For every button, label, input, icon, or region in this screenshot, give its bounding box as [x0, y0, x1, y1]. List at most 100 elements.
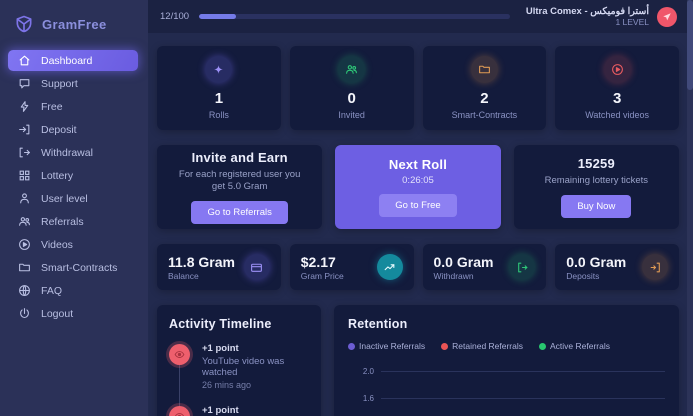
withdrawn-value: 0.0 Gram — [433, 253, 494, 270]
chart-tick-row: 1.6 — [348, 385, 665, 412]
sidebar-item-label: Free — [41, 100, 63, 113]
chart-tick-row: 1.2 — [348, 412, 665, 416]
go-to-free-button[interactable]: Go to Free — [379, 194, 457, 217]
folder-icon — [19, 263, 30, 272]
xp-progress-fill — [199, 14, 237, 19]
sidebar-item-lottery[interactable]: Lottery — [8, 165, 138, 186]
balance-value: 11.8 Gram — [168, 253, 235, 270]
go-to-referrals-button[interactable]: Go to Referrals — [191, 201, 288, 225]
activity-timeline-card: Activity Timeline +1 point YouTube video… — [157, 305, 321, 416]
credit-card-icon — [243, 254, 270, 280]
timeline-text: YouTube video was watched — [202, 356, 285, 378]
users-icon — [19, 217, 30, 226]
sidebar-item-label: Support — [41, 77, 78, 90]
sidebar-item-label: Lottery — [41, 169, 74, 182]
next-roll-card: Next Roll 0:26:05 Go to Free — [335, 145, 501, 229]
eye-icon — [169, 406, 190, 416]
timeline-item: +1 point YouTube video was watched 26 mi… — [169, 343, 309, 390]
scrollbar[interactable] — [687, 0, 693, 416]
sidebar-item-user-level[interactable]: User level — [8, 188, 138, 209]
sidebar-item-label: Referrals — [41, 215, 84, 228]
timeline: +1 point YouTube video was watched 26 mi… — [169, 343, 309, 416]
play-circle-icon — [19, 239, 30, 250]
stat-cards-row: 1 Rolls 0 Invited 2 Smart-Contracts — [157, 46, 679, 130]
sidebar-item-logout[interactable]: Logout — [8, 303, 138, 324]
legend-label: Inactive Referrals — [359, 341, 426, 351]
sidebar-item-label: Dashboard — [41, 54, 93, 67]
timeline-points: +1 point — [202, 405, 239, 416]
sidebar-item-videos[interactable]: Videos — [8, 234, 138, 255]
timeline-item: +1 point YouTube video was watched 28 mi… — [169, 405, 309, 416]
deposit-arrow-icon — [642, 254, 668, 280]
withdraw-arrow-icon — [509, 254, 536, 280]
lottery-tickets-value: 15259 — [577, 155, 615, 171]
stat-label: Invited — [338, 110, 365, 120]
invite-and-earn-card: Invite and Earn For each registered user… — [157, 145, 323, 229]
scrollbar-thumb[interactable] — [687, 0, 693, 90]
user-name: Ultra Comex - أسترا فوميكس — [525, 6, 649, 17]
sign-out-icon — [19, 147, 30, 158]
stat-card-watched-videos: 3 Watched videos — [555, 46, 679, 130]
avatar[interactable] — [657, 6, 677, 27]
invite-description: For each registered user you get 5.0 Gra… — [178, 168, 301, 192]
dashboard-content: 1 Rolls 0 Invited 2 Smart-Contracts — [148, 33, 693, 416]
y-tick-label: 1.6 — [362, 394, 374, 403]
sidebar-item-withdrawal[interactable]: Withdrawal — [8, 142, 138, 163]
sidebar: GramFree Dashboard Support Free Deposit … — [0, 0, 148, 416]
bolt-icon — [20, 101, 29, 112]
sidebar-item-smart-contracts[interactable]: Smart-Contracts — [8, 257, 138, 278]
stat-card-rolls: 1 Rolls — [157, 46, 281, 130]
stat-value: 0 — [347, 90, 356, 107]
sidebar-item-referrals[interactable]: Referrals — [8, 211, 138, 232]
legend-item-inactive[interactable]: Inactive Referrals — [348, 341, 425, 351]
sparkle-icon — [205, 56, 233, 83]
sidebar-item-dashboard[interactable]: Dashboard — [8, 50, 138, 71]
chart-tick-row: 2.0 — [348, 358, 665, 385]
retention-chart-card: Retention Inactive Referrals Retained Re… — [334, 305, 679, 416]
play-circle-icon — [603, 56, 631, 83]
invite-title: Invite and Earn — [191, 149, 288, 165]
xp-progress-label: 12/100 — [160, 11, 190, 22]
timeline-time: 26 mins ago — [202, 380, 252, 390]
sidebar-item-free[interactable]: Free — [8, 96, 138, 117]
legend-dot-purple — [348, 342, 355, 350]
power-icon — [20, 308, 29, 318]
legend-item-retained[interactable]: Retained Referrals — [441, 341, 523, 351]
deposits-value: 0.0 Gram — [566, 253, 627, 270]
retention-chart: 2.0 1.6 1.2 — [348, 358, 665, 416]
stat-label: Smart-Contracts — [451, 110, 518, 120]
send-plane-icon — [663, 12, 671, 20]
sidebar-item-support[interactable]: Support — [8, 73, 138, 94]
stat-value: 3 — [612, 90, 622, 107]
legend-item-active[interactable]: Active Referrals — [539, 341, 610, 351]
sidebar-item-faq[interactable]: FAQ — [8, 280, 138, 301]
stat-label: Rolls — [208, 110, 229, 120]
home-icon — [19, 55, 30, 66]
logo-text: GramFree — [42, 16, 107, 32]
globe-icon — [19, 285, 30, 297]
sidebar-item-label: Withdrawal — [41, 146, 93, 159]
sidebar-item-label: Smart-Contracts — [41, 261, 118, 274]
balance-label: Balance — [168, 270, 199, 281]
xp-progress-bar — [199, 14, 510, 19]
logo: GramFree — [0, 8, 148, 48]
legend-label: Retained Referrals — [452, 341, 524, 351]
main-area: 12/100 Ultra Comex - أسترا فوميكس 1 LEVE… — [148, 0, 693, 416]
sign-in-icon — [19, 124, 30, 135]
balance-cards-row: 11.8 Gram Balance $2.17 Gram Price — [157, 244, 679, 290]
next-roll-countdown: 0:26:05 — [402, 175, 434, 186]
sidebar-item-deposit[interactable]: Deposit — [8, 119, 138, 140]
sidebar-item-label: Logout — [41, 307, 74, 320]
user-block[interactable]: Ultra Comex - أسترا فوميكس 1 LEVEL — [526, 6, 677, 27]
folder-icon — [470, 56, 498, 83]
lottery-tickets-label: Remaining lottery tickets — [544, 174, 649, 186]
topbar: 12/100 Ultra Comex - أسترا فوميكس 1 LEVE… — [148, 0, 693, 33]
balance-card: 11.8 Gram Balance — [157, 244, 281, 290]
legend-dot-green — [539, 342, 547, 350]
deposits-card: 0.0 Gram Deposits — [555, 244, 679, 290]
buy-now-button[interactable]: Buy Now — [561, 195, 632, 219]
withdrawn-card: 0.0 Gram Withdrawn — [422, 244, 547, 290]
bottom-row: Activity Timeline +1 point YouTube video… — [157, 305, 679, 416]
trend-up-icon — [376, 254, 403, 280]
